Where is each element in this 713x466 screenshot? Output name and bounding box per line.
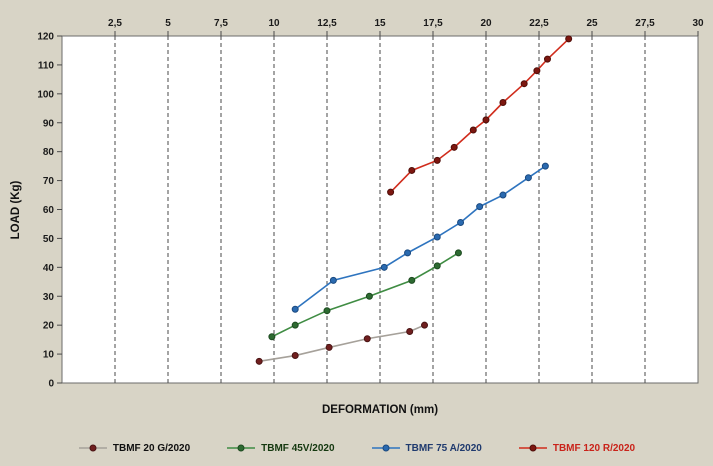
series-line	[294, 165, 546, 310]
x-axis-title: DEFORMATION (mm)	[321, 404, 439, 416]
data-point	[541, 162, 549, 170]
data-point	[291, 305, 299, 313]
plot-svg: 2,5 5 7,5 10 12,5 15 17,5 20 22,5 25 27,5 30 0 10 20 30…	[37, 18, 704, 390]
x-tick-label: 30	[692, 18, 704, 29]
data-point	[380, 263, 388, 271]
data-point	[325, 343, 333, 351]
data-point	[255, 357, 263, 365]
data-point	[476, 203, 484, 211]
x-tick-label: 22,5	[529, 18, 549, 29]
data-point	[268, 333, 276, 341]
data-point	[457, 219, 465, 227]
data-point	[433, 233, 441, 241]
legend-label: TBMF 20 G/2020	[112, 442, 191, 454]
legend-label: TBMF 45V/2020	[261, 442, 335, 454]
data-point	[408, 166, 416, 174]
x-tick-label: 25	[586, 18, 598, 29]
data-point	[404, 249, 412, 257]
legend-marker-icon	[518, 444, 547, 452]
legend-item: TBMF 20 G/2020	[78, 443, 190, 454]
data-point	[421, 321, 429, 329]
y-tick-label: 0	[48, 379, 54, 390]
data-point	[433, 262, 441, 270]
x-tick-label: 7,5	[214, 18, 228, 29]
y-tick-label: 70	[43, 176, 55, 187]
data-point	[524, 174, 532, 182]
legend-label: TBMF 75 A/2020	[405, 442, 482, 454]
y-tick-label: 10	[43, 350, 55, 361]
x-tick-label: 20	[480, 18, 492, 29]
y-tick-label: 100	[37, 89, 54, 100]
legend-marker-icon	[78, 444, 107, 452]
legend-label: TBMF 120 R/2020	[552, 442, 636, 454]
data-point	[469, 126, 477, 134]
y-tick-label: 30	[43, 292, 55, 303]
data-point	[450, 143, 458, 151]
legend-marker-icon	[371, 444, 400, 452]
legend-item: TBMF 75 A/2020	[371, 443, 482, 454]
data-point	[565, 35, 573, 43]
data-point	[533, 67, 541, 75]
x-tick-label: 15	[374, 18, 386, 29]
data-point	[291, 321, 299, 329]
y-tick-label: 90	[43, 118, 55, 129]
x-tick-label: 12,5	[317, 18, 337, 29]
data-point	[291, 352, 299, 360]
x-tick-label: 2,5	[108, 18, 122, 29]
data-point	[387, 188, 395, 196]
y-tick-label: 80	[43, 147, 55, 158]
data-point	[329, 276, 337, 284]
data-point	[543, 55, 551, 63]
y-tick-label: 20	[43, 321, 55, 332]
legend-item: TBMF 45V/2020	[226, 442, 335, 454]
data-point	[365, 292, 373, 300]
x-tick-label: 10	[268, 18, 280, 29]
y-axis-title: LOAD (Kg)	[10, 180, 22, 240]
data-point	[363, 335, 371, 343]
data-point	[408, 276, 416, 284]
data-point	[520, 80, 528, 88]
legend-marker-icon	[227, 444, 256, 452]
data-point	[454, 249, 462, 257]
data-point	[482, 116, 490, 124]
y-tick-label: 50	[43, 234, 55, 245]
y-tick-label: 60	[43, 205, 55, 216]
data-point	[499, 191, 507, 199]
y-tick-label: 120	[37, 32, 54, 43]
data-point	[406, 328, 414, 336]
x-tick-label: 27,5	[635, 18, 655, 29]
y-tick-label: 40	[43, 263, 55, 274]
data-point	[499, 99, 507, 107]
legend-item: TBMF 120 R/2020	[518, 443, 635, 454]
y-tick-label: 110	[38, 60, 55, 71]
legend: TBMF 20 G/2020 TBMF 45V/2020 TBMF 75 A/202…	[0, 438, 713, 458]
x-tick-label: 5	[165, 18, 171, 29]
data-point	[433, 156, 441, 164]
x-tick-label: 17,5	[423, 18, 443, 29]
data-point	[323, 307, 331, 315]
